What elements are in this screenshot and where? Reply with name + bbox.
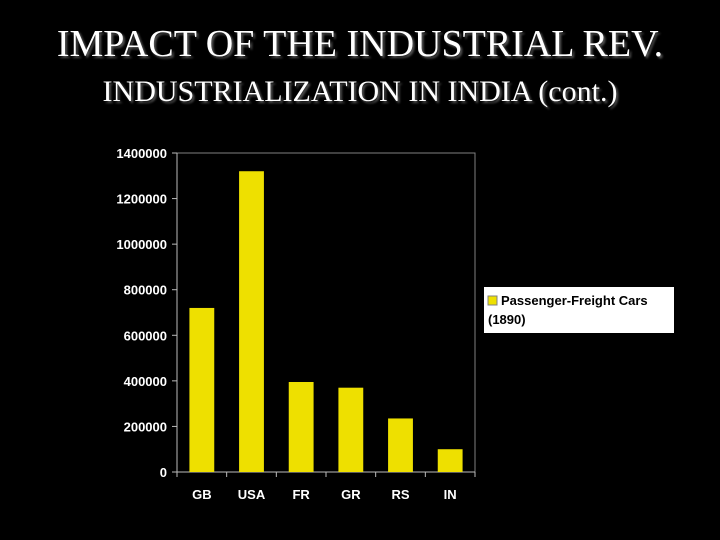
legend-label-line1: Passenger-Freight Cars — [501, 293, 648, 308]
axis-layer: 1400000 1200000 1000000 800000 600000 400000 2… — [116, 146, 476, 502]
x-tick-label-fr: FR — [292, 487, 310, 502]
y-tick-label: 200000 — [124, 419, 167, 434]
plot-area-border — [176, 152, 476, 473]
y-tick-label: 800000 — [124, 283, 167, 298]
x-tick-label-usa: USA — [238, 487, 266, 502]
bar-layer — [189, 171, 463, 472]
y-tick-label: 0 — [160, 465, 167, 480]
legend-box — [484, 287, 674, 333]
y-tick-label: 600000 — [124, 328, 167, 343]
x-tick-label-rs: RS — [391, 487, 409, 502]
y-tick-label: 1400000 — [116, 146, 167, 161]
legend-label-line2: (1890) — [488, 312, 526, 327]
x-tick-label-in: IN — [444, 487, 457, 502]
bar-gr — [338, 387, 364, 472]
y-tick-label: 400000 — [124, 374, 167, 389]
slide-subtitle: INDUSTRIALIZATION IN INDIA (cont.) — [102, 75, 618, 108]
x-tick-label-gb: GB — [192, 487, 212, 502]
bar-chart: 1400000 1200000 1000000 800000 600000 400000 2… — [116, 146, 674, 502]
bar-in — [437, 449, 463, 472]
y-tick-label: 1000000 — [116, 237, 167, 252]
x-tick-label-gr: GR — [341, 487, 361, 502]
chart-panel: 1400000 1200000 1000000 800000 600000 400000 2… — [85, 136, 685, 516]
legend: Passenger-Freight Cars (1890) — [484, 287, 674, 333]
slide-title: IMPACT OF THE INDUSTRIAL REV. — [56, 23, 664, 65]
bar-rs — [388, 418, 413, 472]
bar-usa — [239, 171, 264, 472]
y-tick-label: 1200000 — [116, 192, 167, 207]
bar-fr — [288, 381, 314, 472]
legend-swatch — [487, 295, 498, 306]
bar-gb — [189, 307, 215, 472]
